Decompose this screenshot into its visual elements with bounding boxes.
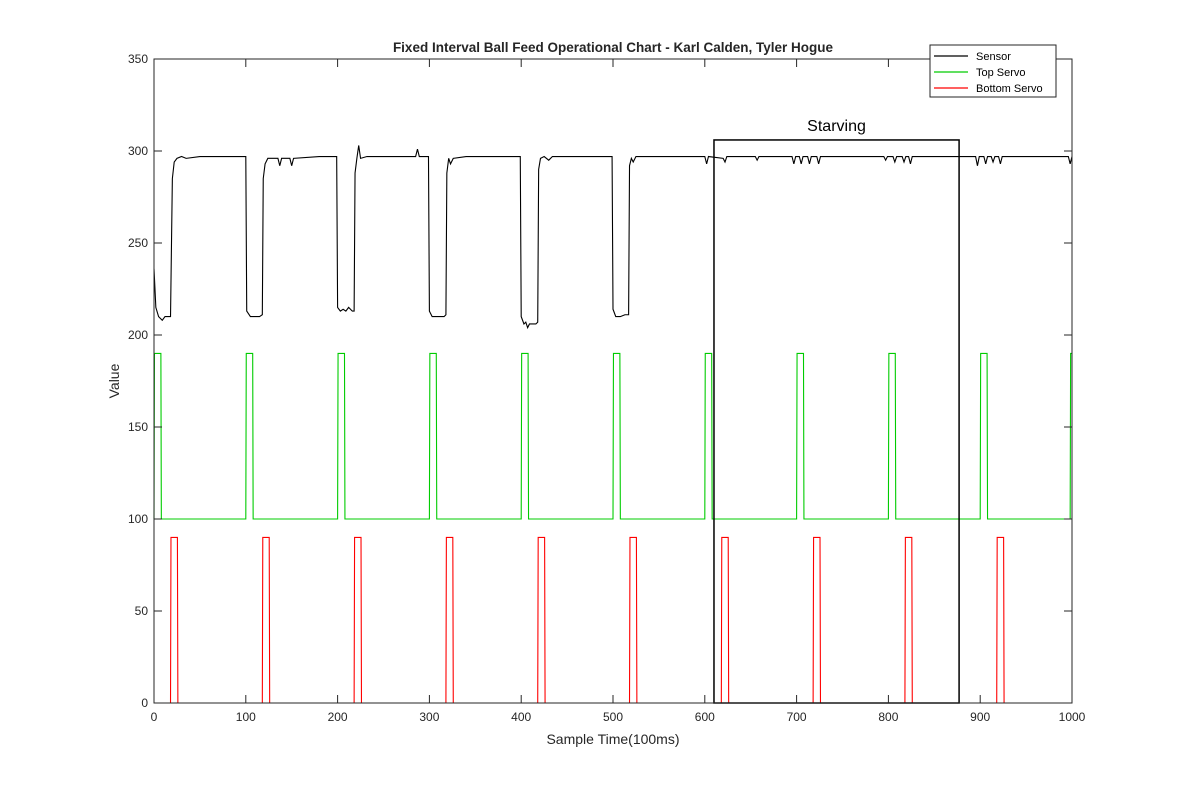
y-axis-label: Value [106, 363, 122, 398]
x-tick-label: 500 [603, 710, 623, 724]
series-line-top-servo [153, 352, 1072, 520]
y-tick-label: 0 [141, 696, 148, 710]
chart-title: Fixed Interval Ball Feed Operational Cha… [393, 40, 834, 55]
y-axis-ticks: 0 50 100 150 200 250 300 350 [128, 52, 1072, 710]
x-tick-label: 100 [236, 710, 256, 724]
y-tick-label: 150 [128, 420, 148, 434]
starving-annotation: Starving [807, 118, 866, 135]
x-axis-label: Sample Time(100ms) [546, 731, 679, 747]
y-tick-label: 200 [128, 328, 148, 342]
x-tick-label: 1000 [1059, 710, 1086, 724]
y-tick-label: 50 [135, 604, 149, 618]
series-line-sensor [153, 145, 1073, 330]
x-tick-label: 200 [328, 710, 348, 724]
x-tick-label: 300 [419, 710, 439, 724]
y-tick-label: 300 [128, 144, 148, 158]
legend-label: Bottom Servo [976, 83, 1043, 95]
y-tick-label: 350 [128, 52, 148, 66]
x-tick-label: 400 [511, 710, 531, 724]
legend: Sensor Top Servo Bottom Servo [929, 44, 1057, 98]
x-tick-label: 0 [151, 710, 158, 724]
x-tick-label: 800 [878, 710, 898, 724]
legend-label: Sensor [976, 51, 1011, 63]
x-tick-label: 900 [970, 710, 990, 724]
x-tick-label: 700 [787, 710, 807, 724]
x-axis-ticks: 0 100 200 300 400 500 600 700 800 900 1000 [151, 59, 1086, 724]
x-tick-label: 600 [695, 710, 715, 724]
legend-label: Top Servo [976, 67, 1026, 79]
y-tick-label: 100 [128, 512, 148, 526]
y-tick-label: 250 [128, 236, 148, 250]
